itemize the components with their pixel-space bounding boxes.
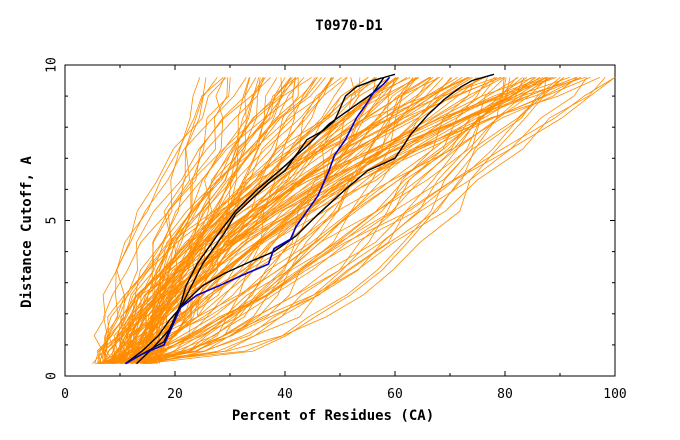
model-curve xyxy=(119,77,377,364)
reference-series-line xyxy=(125,76,385,365)
model-curve xyxy=(141,77,470,364)
x-axis-label: Percent of Residues (CA) xyxy=(232,408,434,424)
model-curve xyxy=(110,77,397,364)
model-curve xyxy=(146,77,561,364)
model-curve xyxy=(125,77,318,364)
model-curve xyxy=(142,77,506,364)
chart-title: T0970-D1 xyxy=(315,18,382,34)
x-tick-label: 80 xyxy=(497,387,513,402)
x-tick-label: 20 xyxy=(167,387,183,402)
model-curve xyxy=(151,77,396,364)
x-tick-label: 0 xyxy=(61,387,69,402)
model-curve xyxy=(128,77,484,364)
model-curve xyxy=(125,77,414,364)
model-curve xyxy=(120,77,550,364)
model-curve xyxy=(101,77,332,364)
model-curve xyxy=(136,77,333,364)
model-curve xyxy=(119,77,444,364)
model-curve xyxy=(132,77,257,364)
model-curve xyxy=(102,77,247,364)
model-curve xyxy=(99,77,476,364)
model-curve xyxy=(96,77,326,364)
model-curve xyxy=(100,77,299,364)
reference-series-line xyxy=(136,73,396,365)
background-model-lines xyxy=(92,77,616,364)
model-curve xyxy=(131,77,570,364)
y-axis-label: Distance Cutoff, A xyxy=(19,156,35,308)
y-tick-label: 5 xyxy=(45,217,60,225)
model-curve xyxy=(111,77,525,364)
model-curve xyxy=(136,77,549,364)
model-curve xyxy=(104,77,375,364)
model-curve xyxy=(118,77,261,364)
model-curve xyxy=(124,77,616,364)
model-curve xyxy=(146,77,536,364)
model-curve xyxy=(146,77,251,364)
x-tick-label: 60 xyxy=(387,387,403,402)
model-curve xyxy=(149,77,479,364)
model-curve xyxy=(118,77,420,364)
model-curve xyxy=(107,77,453,364)
model-curve xyxy=(118,77,469,364)
y-tick-label: 0 xyxy=(45,372,60,380)
model-curve xyxy=(121,77,333,364)
model-curve xyxy=(140,77,296,364)
model-curve xyxy=(125,77,369,364)
model-curve xyxy=(103,77,322,364)
x-tick-label: 40 xyxy=(277,387,293,402)
model-curve xyxy=(142,77,390,364)
x-axis: 0 20 40 60 80 100 xyxy=(61,65,627,402)
reference-series-line xyxy=(125,73,495,365)
model-curve xyxy=(112,77,418,364)
model-curve xyxy=(117,77,548,364)
model-curve xyxy=(144,77,565,364)
y-tick-label: 10 xyxy=(45,57,60,73)
model-curve xyxy=(97,77,431,364)
model-curve xyxy=(117,77,463,364)
model-curve xyxy=(151,77,312,364)
x-tick-label: 100 xyxy=(603,387,626,402)
model-curve xyxy=(93,77,227,364)
model-curve xyxy=(108,77,505,364)
y-axis: 0 5 10 xyxy=(45,57,615,380)
model-curve xyxy=(106,77,271,364)
highlighted-series xyxy=(125,73,495,365)
model-curve xyxy=(137,77,399,364)
model-curve xyxy=(102,77,411,364)
model-curve xyxy=(108,77,507,364)
highlight-series-line xyxy=(125,76,391,365)
